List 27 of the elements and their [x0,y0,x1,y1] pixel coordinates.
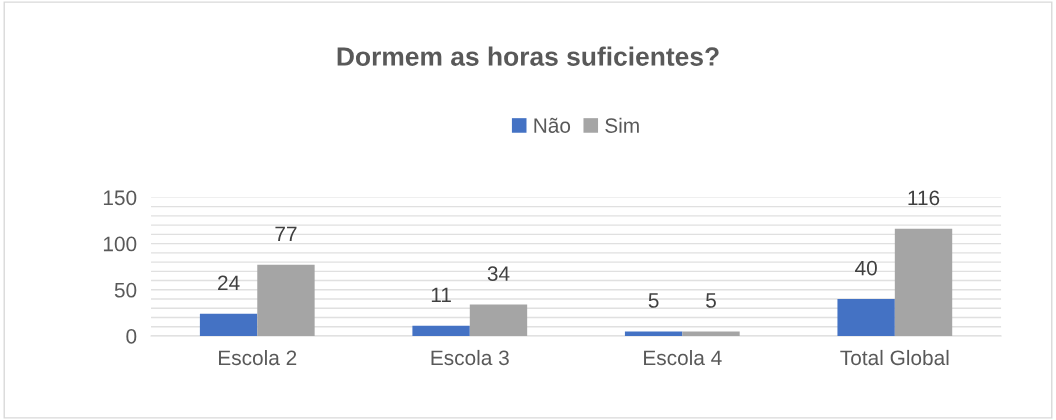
data-label: 77 [275,226,297,242]
chart-title: Dormem as horas suficientes? [337,46,719,66]
data-label: 116 [908,190,940,206]
data-label: 34 [487,266,510,282]
data-label: 24 [218,275,240,291]
legend-label: Sim [605,117,639,133]
x-tick-label: Escola 3 [431,349,509,366]
data-label: 11 [431,287,451,303]
bar [469,304,528,336]
x-tick-label: Escola 4 [644,349,722,366]
bar [624,331,683,336]
bar [837,299,895,336]
bar [412,325,470,336]
legend-label: Não [534,117,571,133]
data-label: 5 [706,293,716,308]
data-label: 40 [855,260,877,276]
x-tick-label: Total Global [840,349,949,366]
y-tick-label: 50 [114,282,137,298]
x-tick-label: Escola 2 [219,349,297,366]
bar [257,264,315,336]
bar [199,313,258,336]
y-tick-label: 150 [103,190,137,206]
y-tick-label: 0 [126,329,137,344]
bar [682,331,740,336]
y-tick-label: 100 [103,236,137,252]
bar [894,228,953,336]
data-label: 5 [648,293,659,308]
